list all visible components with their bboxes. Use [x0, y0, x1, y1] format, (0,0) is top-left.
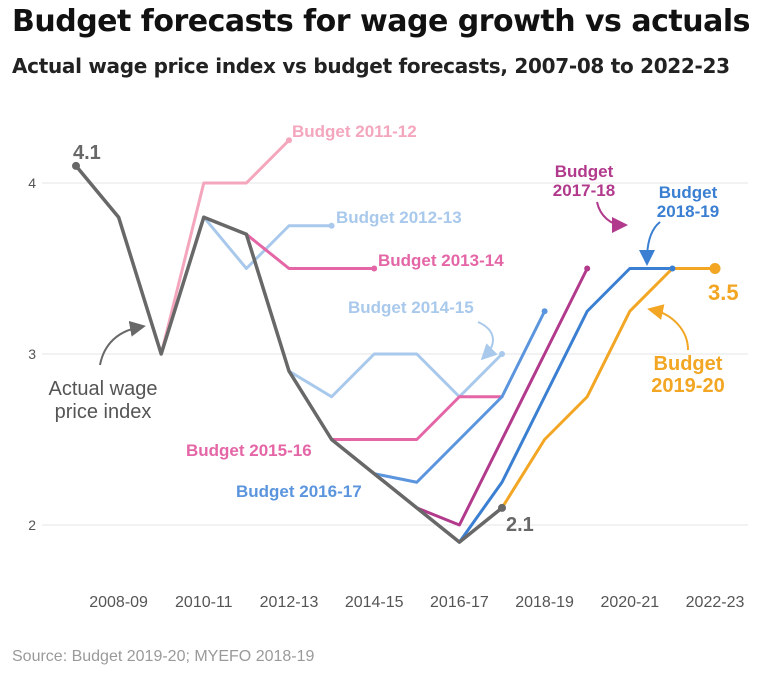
- y-tick-label-4: 4: [28, 175, 36, 191]
- x-tick-label-2022-23: 2022-23: [686, 594, 745, 611]
- series-line-budget-2018-19: [457, 267, 674, 544]
- series-label-budget-2015-16: Budget 2015-16: [186, 441, 312, 460]
- end-marker-budget-2013-14: [371, 265, 378, 272]
- end-marker-budget-2011-12: [286, 137, 292, 144]
- annotation-arrow-budget-2018-19: [639, 221, 661, 266]
- x-tick-label-2014-15: 2014-15: [345, 594, 404, 611]
- annotation-arrow-budget-2017-18: [596, 201, 628, 233]
- series-line-budget-2015-16: [330, 395, 504, 441]
- x-tick-label-2018-19: 2018-19: [515, 594, 574, 611]
- annotation-arrow-budget-2014-15: [477, 321, 498, 361]
- y-tick-label-2: 2: [28, 517, 36, 533]
- series-line-budget-2012-13: [202, 215, 334, 270]
- series-label-actual: Actual wage price index: [49, 378, 158, 423]
- end-marker-budget-2018-19: [669, 265, 676, 272]
- x-tick-label-2010-11: 2010-11: [175, 594, 233, 611]
- series-line-actual-wage-price-index: [74, 164, 504, 544]
- end-marker-budget-2016-17: [541, 308, 548, 315]
- series-label-budget-2019-20: Budget 2019-20: [651, 353, 724, 397]
- series-label-budget-2012-13: Budget 2012-13: [336, 208, 462, 227]
- x-tick-label-2008-09: 2008-09: [89, 594, 148, 611]
- series-line-budget-2019-20: [500, 267, 717, 510]
- start-marker-actual: [72, 161, 80, 170]
- series-label-budget-2013-14: Budget 2013-14: [378, 251, 504, 270]
- x-tick-label-2020-21: 2020-21: [600, 594, 659, 611]
- series-line-budget-2011-12: [159, 138, 291, 356]
- annotation-arrow-budget-2019-20: [647, 304, 689, 351]
- end-marker-budget-2014-15: [499, 351, 505, 357]
- series-label-budget-2014-15: Budget 2014-15: [348, 298, 474, 317]
- annotation-arrow-actual: [99, 320, 146, 366]
- source-note: Source: Budget 2019-20; MYEFO 2018-19: [12, 648, 315, 665]
- y-tick-label-3: 3: [28, 346, 36, 362]
- series-line-budget-2017-18: [415, 267, 589, 527]
- end-marker-budget-2017-18: [584, 265, 591, 272]
- annotation-2-1: 2.1: [506, 514, 534, 536]
- series-label-budget-2017-18: Budget 2017-18: [553, 162, 615, 200]
- end-marker-budget-2019-20: [709, 263, 721, 274]
- annotation-4-1: 4.1: [73, 142, 101, 164]
- series-label-budget-2011-12: Budget 2011-12: [292, 122, 417, 141]
- end-marker-budget-2012-13: [328, 222, 335, 229]
- series-line-budget-2014-15: [287, 352, 504, 399]
- annotation-3-5: 3.5: [708, 280, 739, 305]
- series-line-budget-2016-17: [372, 309, 547, 484]
- end-marker-actual: [498, 503, 506, 512]
- x-tick-label-2016-17: 2016-17: [430, 594, 489, 611]
- series-label-budget-2018-19: Budget 2018-19: [657, 183, 719, 221]
- x-tick-label-2012-13: 2012-13: [260, 594, 319, 611]
- chart-title: Budget forecasts for wage growth vs actu…: [12, 4, 750, 39]
- series-label-budget-2016-17: Budget 2016-17: [236, 482, 362, 501]
- chart-subtitle: Actual wage price index vs budget foreca…: [12, 54, 730, 78]
- series-line-budget-2013-14: [244, 232, 376, 270]
